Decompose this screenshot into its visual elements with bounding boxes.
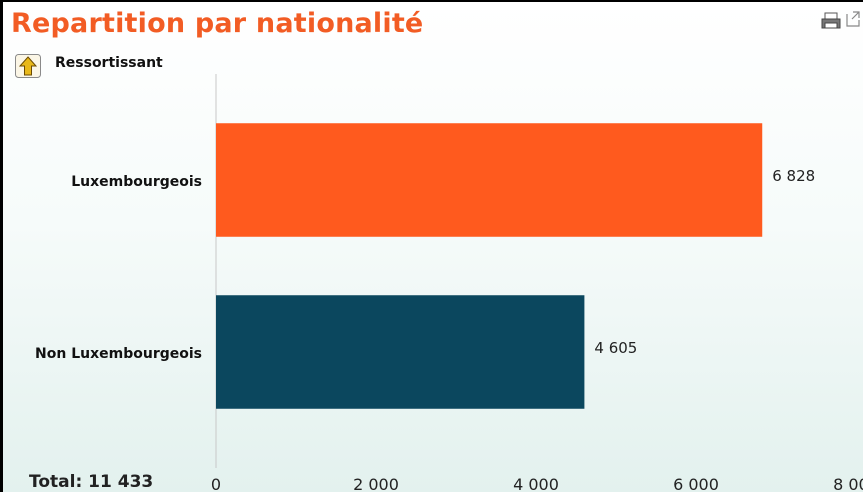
dimension-label: Ressortissant [55, 55, 163, 71]
x-tick-label: 8 000 [833, 475, 863, 494]
expand-icon[interactable] [845, 10, 861, 28]
x-tick-label: 2 000 [353, 475, 399, 494]
category-label: Luxembourgeois [71, 174, 202, 190]
x-tick-label: 6 000 [673, 475, 719, 494]
arrow-up-icon [18, 56, 38, 76]
data-label: 4 605 [594, 339, 637, 357]
x-tick-label: 0 [211, 475, 221, 494]
category-label: Non Luxembourgeois [35, 346, 202, 362]
x-tick-label: 4 000 [513, 475, 559, 494]
chart-title: Repartition par nationalité [11, 8, 424, 39]
bar-chart: Luxembourgeois 6 828 Non Luxembourgeois 4 6… [35, 74, 863, 494]
panel-toolbar [817, 10, 863, 32]
bar[interactable] [216, 123, 763, 237]
drill-up-button[interactable] [15, 54, 41, 78]
total-label: Total: 11 433 [29, 472, 154, 492]
data-label: 6 828 [772, 167, 815, 185]
print-icon[interactable] [821, 12, 841, 30]
bar[interactable] [216, 295, 585, 409]
